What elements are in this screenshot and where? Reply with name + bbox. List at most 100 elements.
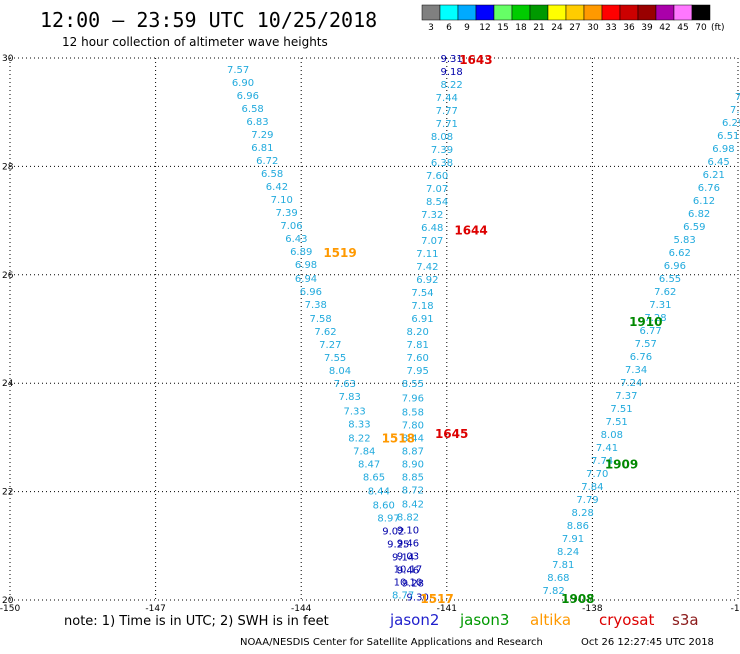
wave-height-value: 7.60 <box>426 171 448 182</box>
color-swatch <box>637 4 657 21</box>
wave-height-value: 9.10 <box>397 526 419 537</box>
wave-height-value: 6.92 <box>416 275 438 286</box>
wave-height-value: 7.55 <box>324 353 346 364</box>
color-swatch <box>493 4 513 21</box>
wave-height-value: 8.54 <box>426 197 448 208</box>
wave-height-value: 6.38 <box>431 158 453 169</box>
y-tick-label: 24 <box>2 379 14 389</box>
y-tick-label: 30 <box>2 54 14 64</box>
satellite-legend: jason2 jason3 altika cryosat s3a <box>389 611 699 629</box>
color-swatch-label: 36 <box>623 23 635 33</box>
wave-height-value: 9.28 <box>402 579 424 590</box>
wave-height-value: 6.96 <box>237 91 259 102</box>
color-swatch-label: 33 <box>605 23 616 33</box>
plot-grid <box>9 57 739 601</box>
satellite-legend-jason2: jason2 <box>389 611 439 629</box>
wave-height-value: 7.82 <box>542 586 564 597</box>
wave-height-value: 7.07 <box>421 236 443 247</box>
color-swatch <box>673 4 693 21</box>
pass-time-label: 1909 <box>605 457 638 471</box>
y-tick-label: 26 <box>2 271 14 281</box>
wave-height-value: 6.82 <box>688 209 710 220</box>
y-tick-label: 20 <box>2 596 14 606</box>
wave-height-value: 9.18 <box>441 67 463 78</box>
wave-height-value: 7.95 <box>407 366 429 377</box>
satellite-legend-s3a: s3a <box>672 611 699 629</box>
wave-height-value: 7.57 <box>635 339 657 350</box>
wave-height-value: 9.46 <box>397 566 419 577</box>
wave-height-value: 8.68 <box>547 573 569 584</box>
wave-height-value: 8.82 <box>397 513 419 524</box>
color-swatch <box>511 4 531 21</box>
pass-time-labels: 1519 1518 1643 1644 1645 1517 1910 1909 1908 <box>323 53 662 606</box>
wave-height-value: 8.04 <box>329 366 351 377</box>
wave-height-value: 8.86 <box>567 521 589 532</box>
wave-height-value: 7.38 <box>305 300 327 311</box>
wave-height-value: 6.98 <box>295 260 317 271</box>
wave-height-value: 6.48 <box>421 223 443 234</box>
wave-height-value: 7.33 <box>343 406 365 417</box>
color-swatch <box>655 4 675 21</box>
wave-height-value: 6.76 <box>630 352 652 363</box>
wave-height-value: 7.81 <box>552 560 574 571</box>
color-swatch <box>691 4 711 21</box>
wave-height-value: 7.51 <box>606 417 628 428</box>
color-scale-legend: 3 6 9 12 15 18 21 24 27 30 33 36 39 42 45 70 <box>421 4 711 33</box>
x-tick-label: -150 <box>0 604 20 614</box>
wave-height-value: 9.02 <box>382 527 404 538</box>
color-swatch-label: 27 <box>569 23 580 33</box>
color-swatch <box>583 4 603 21</box>
wave-height-value: 7.84 <box>581 482 603 493</box>
wave-height-value: 8.85 <box>402 472 424 483</box>
wave-height-value: 7.58 <box>309 314 331 325</box>
color-swatch-label: 21 <box>533 23 544 33</box>
axis-tick-labels: -150 -147 -144 -141 -138 -13 20 22 24 26 28 30 <box>0 54 740 614</box>
color-scale-unit: (ft) <box>711 23 725 33</box>
wave-height-value: 7.10 <box>271 195 293 206</box>
wave-height-value: 7.42 <box>416 262 438 273</box>
color-swatch <box>565 4 585 21</box>
wave-height-value: 6.76 <box>698 183 720 194</box>
wave-height-value: 8.22 <box>441 80 463 91</box>
wave-height-value: 6.72 <box>256 156 278 167</box>
wave-height-value: 7.28 <box>644 313 666 324</box>
wave-height-value: 7.57 <box>227 65 249 76</box>
wave-height-value: 6.21 <box>703 170 725 181</box>
wave-height-value: 7.32 <box>421 210 443 221</box>
wave-height-value: 7.06 <box>280 221 302 232</box>
pass-time-label: 1518 <box>382 431 415 445</box>
color-swatch <box>619 4 639 21</box>
color-swatch-label: 6 <box>446 23 452 33</box>
wave-height-value: 7.31 <box>649 300 671 311</box>
wave-height-value: 8.87 <box>402 446 424 457</box>
wave-height-value: 8.28 <box>572 508 594 519</box>
color-swatch-label: 45 <box>677 23 688 33</box>
wave-height-value: 7.11 <box>416 249 438 260</box>
wave-height-value: 8.20 <box>407 327 429 338</box>
wave-height-value: 7.63 <box>334 379 356 390</box>
wave-height-value: 7.1 <box>735 92 740 103</box>
wave-height-value: 6.29 <box>722 118 740 129</box>
pass-time-label: 1519 <box>323 246 356 260</box>
satellite-legend-altika: altika <box>530 611 571 629</box>
pass-time-label: 1517 <box>420 592 453 606</box>
x-tick-label: -141 <box>437 604 457 614</box>
wave-height-value: 6.43 <box>285 234 307 245</box>
wave-height-value: 7.27 <box>319 340 341 351</box>
chart-subtitle: 12 hour collection of altimeter wave hei… <box>62 35 328 49</box>
wave-height-value: 7.77 <box>436 106 458 117</box>
color-swatch-label: 42 <box>659 23 670 33</box>
wave-height-value: 8.60 <box>373 501 395 512</box>
wave-height-value: 9.31 <box>441 54 463 65</box>
wave-height-value: 7.80 <box>402 420 424 431</box>
pass-time-label: 1645 <box>435 427 468 441</box>
wave-height-value: 8.33 <box>348 419 370 430</box>
wave-height-value: 8.44 <box>368 487 390 498</box>
pass-time-label: 1644 <box>454 223 487 237</box>
wave-height-value: 6.77 <box>640 326 662 337</box>
wave-height-value: 7.83 <box>339 392 361 403</box>
wave-height-value: 7.07 <box>426 184 448 195</box>
wave-height-value: 6.42 <box>266 182 288 193</box>
color-swatch-label: 15 <box>497 23 508 33</box>
